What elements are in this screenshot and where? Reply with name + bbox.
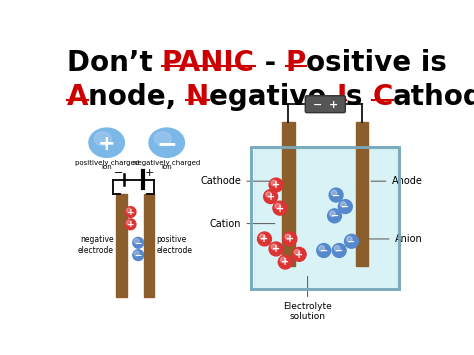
Circle shape	[328, 209, 341, 223]
Text: egative: egative	[209, 83, 336, 111]
Circle shape	[257, 232, 272, 246]
Bar	[144, 193, 155, 297]
Circle shape	[278, 255, 292, 269]
Circle shape	[292, 247, 306, 261]
Circle shape	[271, 244, 277, 250]
Circle shape	[127, 208, 131, 213]
Circle shape	[271, 180, 277, 186]
Text: Cation: Cation	[210, 219, 275, 229]
Text: +: +	[127, 208, 134, 217]
Text: negative
electrode: negative electrode	[78, 235, 114, 255]
Text: PANIC: PANIC	[162, 49, 255, 77]
Text: +: +	[286, 234, 294, 244]
FancyBboxPatch shape	[305, 96, 346, 113]
Circle shape	[264, 190, 278, 203]
Text: −: −	[330, 211, 338, 221]
Text: +: +	[272, 180, 280, 190]
Bar	[356, 122, 368, 266]
Circle shape	[345, 234, 358, 248]
Text: N: N	[186, 83, 209, 111]
Text: −: −	[114, 168, 124, 178]
Text: −: −	[135, 239, 142, 248]
Bar	[254, 149, 397, 289]
Text: +: +	[127, 220, 134, 229]
Text: Anion: Anion	[359, 234, 422, 244]
Text: A: A	[66, 83, 88, 111]
Circle shape	[127, 220, 131, 225]
Text: −: −	[341, 202, 349, 212]
Circle shape	[334, 246, 340, 251]
Text: C: C	[373, 83, 393, 111]
Text: ositive is: ositive is	[306, 49, 447, 77]
Circle shape	[294, 250, 300, 255]
Text: −: −	[332, 190, 340, 201]
Circle shape	[275, 203, 281, 209]
Text: Electrolyte
solution: Electrolyte solution	[283, 277, 332, 322]
Bar	[251, 147, 399, 289]
Text: ion: ion	[161, 164, 172, 170]
Text: −: −	[319, 246, 328, 256]
Ellipse shape	[155, 132, 171, 146]
Text: +: +	[295, 250, 303, 260]
Text: +: +	[272, 244, 280, 254]
Circle shape	[317, 244, 331, 257]
Text: -: -	[255, 49, 286, 77]
Text: Don’t: Don’t	[66, 49, 162, 77]
Text: −: −	[135, 251, 142, 260]
Circle shape	[269, 242, 283, 256]
Text: ion: ion	[101, 164, 112, 170]
Bar	[282, 122, 294, 266]
Text: node,: node,	[88, 83, 186, 111]
Text: −: −	[347, 237, 356, 247]
Text: Cathode: Cathode	[201, 176, 279, 186]
Circle shape	[340, 202, 346, 207]
Text: negatively charged: negatively charged	[133, 160, 201, 166]
Bar	[116, 193, 127, 297]
Circle shape	[330, 211, 335, 217]
Circle shape	[331, 190, 337, 196]
Text: Anode: Anode	[371, 176, 422, 186]
Text: −: −	[156, 132, 177, 156]
Text: +: +	[328, 100, 337, 110]
Circle shape	[133, 237, 144, 248]
Text: positively charged: positively charged	[74, 160, 139, 166]
Text: positive
electrode: positive electrode	[157, 235, 193, 255]
Bar	[251, 147, 399, 289]
Circle shape	[133, 250, 144, 261]
Text: −: −	[313, 100, 322, 110]
Ellipse shape	[89, 128, 124, 157]
Circle shape	[338, 200, 352, 214]
Text: −: −	[335, 246, 343, 256]
Text: athode.: athode.	[393, 83, 474, 111]
Circle shape	[319, 246, 325, 251]
Circle shape	[273, 201, 287, 215]
Circle shape	[285, 234, 291, 240]
Circle shape	[346, 236, 352, 242]
Circle shape	[260, 234, 265, 240]
Text: s: s	[346, 83, 373, 111]
Circle shape	[125, 207, 136, 217]
Text: P: P	[286, 49, 306, 77]
Circle shape	[125, 219, 136, 230]
Circle shape	[134, 239, 139, 244]
Circle shape	[283, 232, 297, 246]
Text: +: +	[145, 168, 155, 178]
Circle shape	[281, 257, 286, 263]
Circle shape	[329, 188, 343, 202]
Text: +: +	[260, 234, 269, 244]
Circle shape	[134, 251, 139, 256]
Circle shape	[332, 244, 346, 257]
Circle shape	[266, 192, 271, 197]
Circle shape	[269, 178, 283, 192]
Text: +: +	[98, 134, 116, 154]
Text: +: +	[281, 257, 289, 267]
Text: +: +	[276, 203, 284, 214]
Text: +: +	[266, 192, 275, 202]
Ellipse shape	[149, 128, 184, 157]
Text: I: I	[336, 83, 346, 111]
Ellipse shape	[94, 132, 111, 146]
